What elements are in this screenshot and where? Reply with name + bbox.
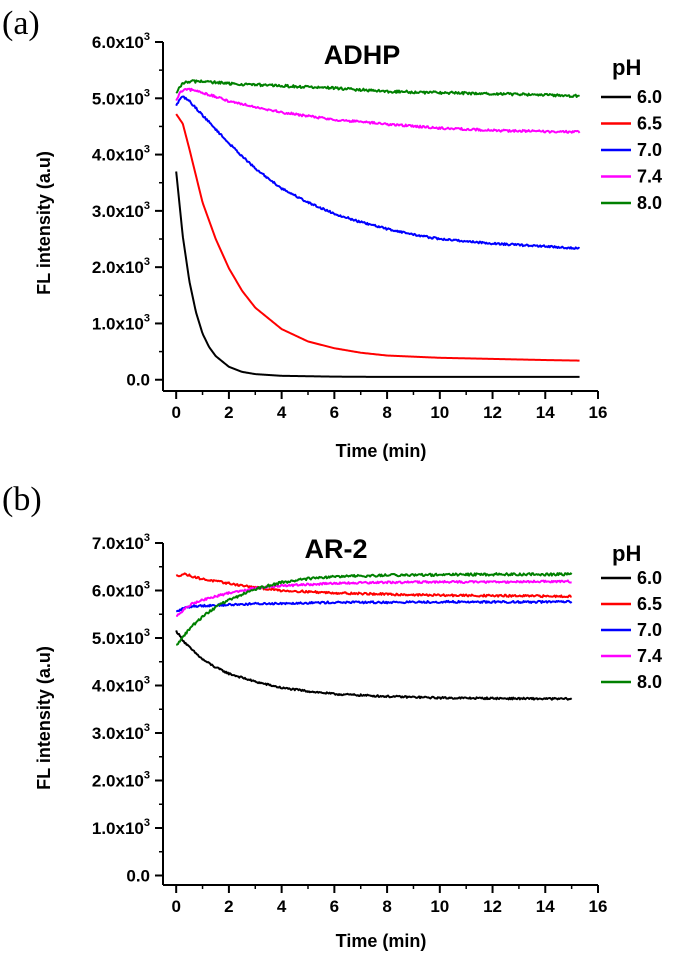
panel-b-y-tick-label: 3.0x103 [92,722,150,743]
panel-a-y-tick-label: 3.0x103 [92,200,150,221]
panel-a-x-tick-label: 10 [430,403,449,422]
panel-a-y-tick-label: 1.0x103 [92,312,150,333]
panel-b-series-line-ph-6.5 [175,572,572,599]
panel-b-series-line-ph-6.0 [175,630,573,701]
panel-b-y-tick-label: 6.0x103 [92,580,150,601]
panel-a-series-line-ph-8.0 [175,79,580,99]
panel-b-legend-title: pH [612,541,641,566]
panel-a-legend-label: 7.4 [637,167,662,187]
panel-b-label: (b) [2,481,42,518]
panel-b-x-tick-label: 2 [224,897,233,916]
panel-b-legend-label: 7.4 [637,646,662,666]
panel-b-x-tick-label: 14 [536,897,555,916]
panel-a-x-tick-label: 16 [589,403,608,422]
panel-a-y-tick-label: 0.0 [126,371,150,390]
panel-a-series-line-ph-6.0 [175,171,580,378]
panel-b-series-line-ph-8.0 [175,572,573,646]
panel-b-legend-label: 6.0 [637,568,662,588]
panel-a-x-tick-label: 14 [536,403,555,422]
panel-a-series-line-ph-6.5 [175,113,580,362]
panel-b-x-tick-label: 6 [330,897,339,916]
panel-a-y-tick-label: 4.0x103 [92,144,150,165]
panel-b-x-tick-label: 4 [277,897,287,916]
panel-b-legend-label: 6.5 [637,594,662,614]
panel-b-x-tick-label: 0 [171,897,180,916]
panel-a-legend-label: 7.0 [637,140,662,160]
panel-a-y-tick-label: 2.0x103 [92,256,150,277]
panel-a-x-tick-label: 4 [277,403,287,422]
panel-b-y-tick-label: 0.0 [126,867,150,886]
panel-b-y-tick-label: 7.0x103 [92,532,150,553]
panel-a-x-tick-label: 0 [171,403,180,422]
panel-b-legend-label: 7.0 [637,620,662,640]
panel-b-y-tick-label: 1.0x103 [92,817,150,838]
panel-a-label: (a) [2,5,40,42]
panel-b: (b) AR-2 FL intensity (a.u) Time (min) p… [2,481,662,951]
panel-a-x-axis-label: Time (min) [336,441,427,461]
panel-b-x-tick-label: 10 [430,897,449,916]
panel-b-x-tick-label: 12 [483,897,502,916]
panel-b-y-tick-label: 5.0x103 [92,627,150,648]
panel-a-legend-label: 8.0 [637,193,662,213]
panel-b-y-axis-label: FL intensity (a.u) [34,646,54,790]
panel-a-legend-label: 6.0 [637,87,662,107]
panel-a-x-tick-label: 6 [330,403,339,422]
panel-b-x-tick-label: 16 [589,897,608,916]
panel-a-y-tick-label: 6.0x103 [92,31,150,52]
panel-b-series-line-ph-7.0 [176,599,573,613]
panel-b-x-tick-label: 8 [382,897,391,916]
panel-b-legend-label: 8.0 [637,672,662,692]
panel-b-title: AR-2 [304,534,367,564]
panel-a-legend-label: 6.5 [637,114,662,134]
panel-a-legend-title: pH [612,55,641,80]
panel-a-x-tick-label: 2 [224,403,233,422]
panel-a-series-line-ph-7.0 [175,95,580,250]
panel-a-y-axis-label: FL intensity (a.u) [34,151,54,295]
panel-b-y-tick-label: 4.0x103 [92,675,150,696]
panel-b-x-axis-label: Time (min) [336,931,427,951]
panel-b-y-tick-label: 2.0x103 [92,770,150,791]
panel-a-series-line-ph-7.4 [175,87,581,134]
panel-a: (a) ADHP FL intensity (a.u) Time (min) p… [2,5,662,461]
panel-a-x-tick-label: 12 [483,403,502,422]
panel-a-x-tick-label: 8 [382,403,391,422]
panel-a-title: ADHP [324,40,401,70]
panel-b-series-line-ph-7.4 [176,579,572,618]
panel-a-y-tick-label: 5.0x103 [92,87,150,108]
